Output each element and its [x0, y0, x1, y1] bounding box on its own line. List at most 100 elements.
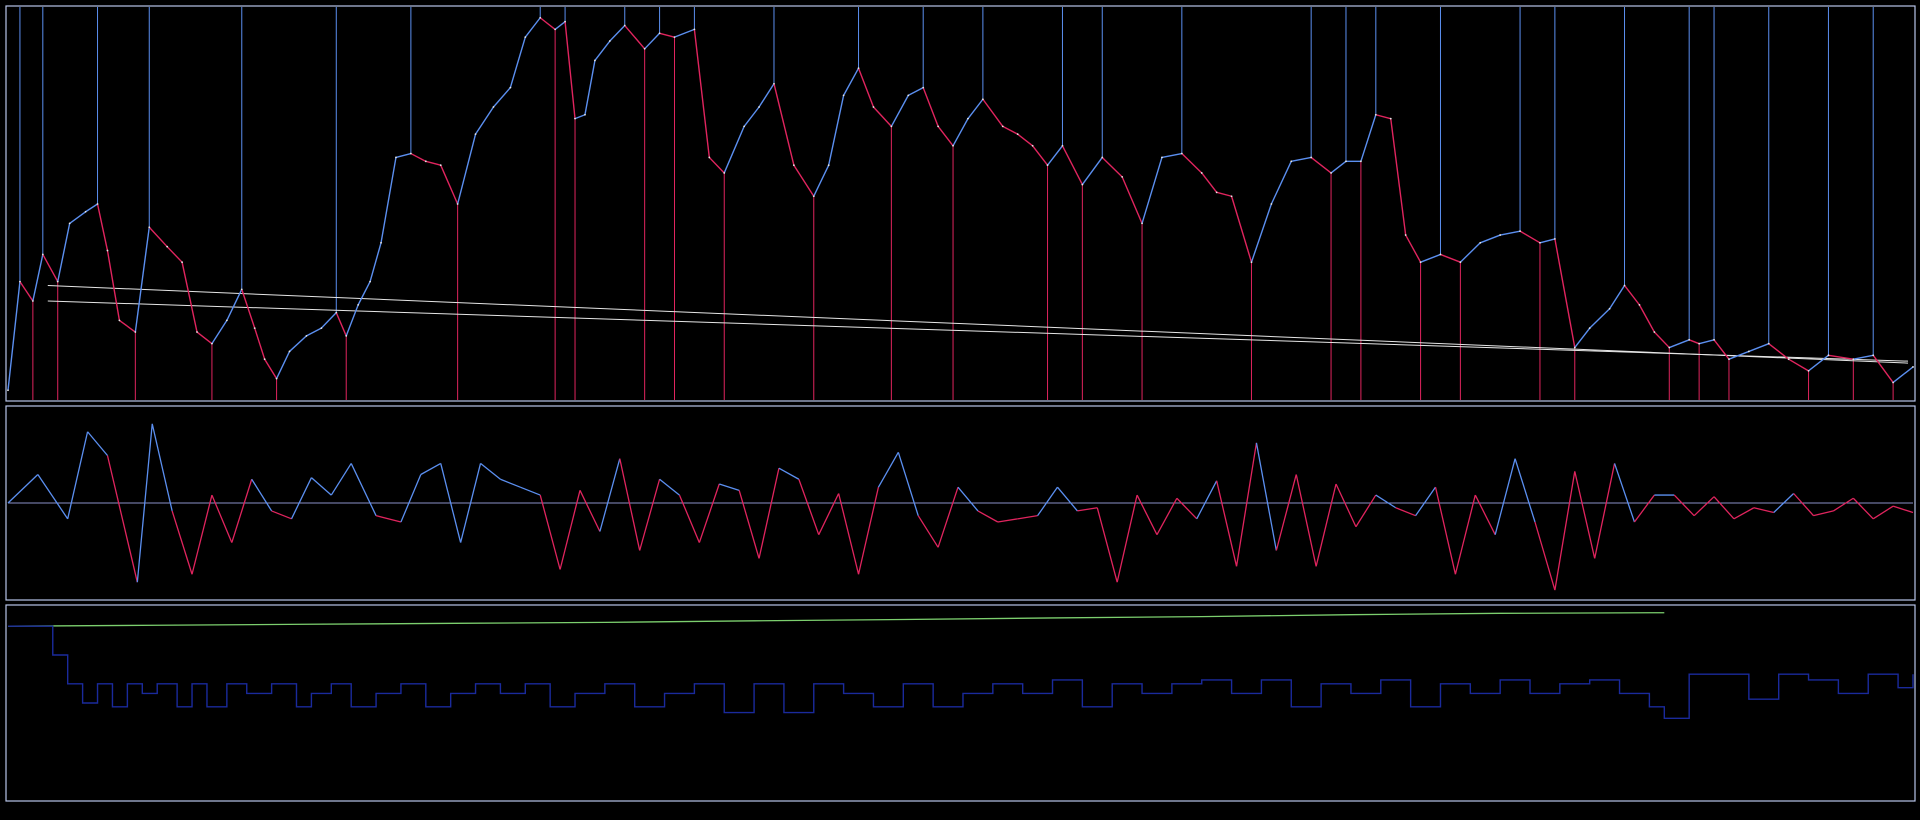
price-segment-down [42, 254, 59, 282]
oscillator-segment [818, 493, 840, 535]
equity-position-panel-frame [5, 604, 1916, 802]
oscillator-segment [37, 474, 69, 520]
price-segment-up [554, 21, 566, 30]
price-point [335, 311, 338, 314]
oscillator-segment [977, 510, 999, 523]
oscillator-segment [136, 423, 153, 583]
oscillator-segment [1116, 494, 1138, 583]
price-segment-up [1141, 157, 1163, 224]
price-point [345, 335, 348, 337]
oscillator-segment [1017, 515, 1038, 520]
price-point [1270, 203, 1273, 205]
price-segment-down [425, 160, 441, 166]
price-point [1747, 350, 1750, 353]
price-point [643, 47, 646, 50]
oscillator-segment [917, 515, 939, 548]
price-point [564, 20, 566, 23]
price-segment-up [57, 223, 71, 282]
equity-position-lines-group [7, 612, 1914, 720]
oscillator-segment [1315, 483, 1337, 567]
price-point [1608, 307, 1611, 310]
price-segment-up [1853, 354, 1874, 360]
price-segment-down [1713, 339, 1730, 360]
price-point [68, 222, 71, 225]
price-point [758, 106, 760, 108]
oscillator-segment [310, 477, 332, 496]
price-segment-down [1002, 125, 1019, 135]
price-segment-up [306, 327, 322, 337]
oscillator-segment [1335, 483, 1357, 528]
price-point [1180, 152, 1183, 155]
price-segment-down [196, 331, 213, 345]
price-point [7, 389, 9, 392]
price-segment-up [1459, 242, 1481, 263]
price-segment-down [1623, 285, 1640, 306]
price-point [31, 300, 34, 302]
price-segment-down [1653, 331, 1670, 349]
price-segment-up [758, 83, 775, 108]
price-segment-down [1201, 172, 1218, 193]
price-point [1623, 284, 1626, 287]
price-point [395, 156, 397, 159]
price-segment-down [19, 281, 34, 302]
price-segment-up [594, 40, 611, 61]
oscillator-segment [1434, 487, 1457, 575]
price-point [409, 152, 412, 155]
price-point [1539, 241, 1541, 244]
oscillator-segment [659, 478, 680, 496]
price-point [1061, 144, 1064, 147]
oscillator-segment [500, 478, 521, 488]
oscillator-segment [290, 477, 312, 520]
price-point [1419, 261, 1422, 264]
price-segment-down [1638, 304, 1655, 333]
oscillator-segment [1833, 497, 1854, 512]
price-segment-down [264, 358, 278, 379]
price-segment-down [624, 25, 646, 50]
price-segment-up [1420, 253, 1441, 263]
equity-line [7, 612, 1665, 627]
price-point [1359, 160, 1362, 163]
oscillator-segment [897, 452, 919, 516]
oscillator-segment [520, 486, 541, 496]
price-point [827, 164, 830, 167]
price-segment-down [1405, 234, 1422, 263]
oscillator-segment [480, 462, 501, 480]
price-point [1121, 175, 1124, 178]
oscillator-segment [1037, 486, 1059, 517]
price-point [554, 28, 557, 31]
oscillator-segment [1494, 458, 1516, 535]
oscillator-segment [1514, 458, 1536, 523]
price-segment-up [357, 281, 371, 306]
oscillator-segment [400, 474, 422, 523]
equity-position-panel [5, 604, 1916, 802]
price-panel [5, 5, 1916, 402]
price-segment-up [1698, 339, 1715, 345]
price-segment-down [982, 98, 1004, 127]
price-point [773, 82, 775, 85]
price-point [181, 261, 183, 264]
price-point [693, 28, 696, 31]
price-segment-up [1892, 366, 1914, 384]
price-segment-down [1390, 118, 1407, 236]
price-segment-down [1788, 358, 1809, 372]
oscillator-segment [619, 458, 641, 551]
oscillator-segment [678, 494, 700, 543]
price-segment-down [1216, 191, 1232, 197]
price-segment-up [134, 227, 150, 333]
price-point [673, 36, 676, 39]
price-segment-down [1181, 153, 1203, 174]
oscillator-segment [1673, 494, 1695, 517]
oscillator-segment [67, 431, 89, 519]
price-segment-up [211, 320, 228, 345]
price-segment-up [1500, 230, 1521, 236]
price-point [320, 327, 323, 330]
oscillator-segment [698, 483, 720, 543]
price-segment-down [181, 262, 198, 333]
oscillator-segment [877, 452, 899, 488]
price-segment-up [674, 28, 695, 38]
price-point [148, 226, 151, 229]
price-segment-down [872, 106, 892, 127]
price-segment-up [1081, 157, 1103, 186]
oscillator-segment [1594, 463, 1616, 559]
